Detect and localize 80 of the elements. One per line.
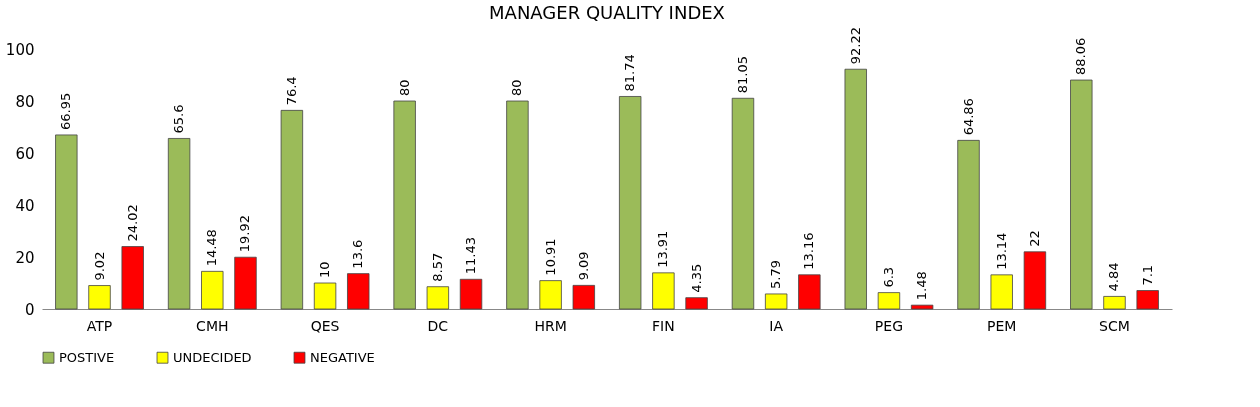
x-tick-label: DC	[427, 317, 449, 334]
bar	[506, 100, 529, 310]
bar	[910, 304, 934, 310]
data-label: 76.4	[283, 76, 299, 106]
chart-title: MANAGER QUALITY INDEX	[489, 2, 725, 24]
data-label: 4.35	[688, 263, 704, 293]
bar	[990, 274, 1013, 310]
data-label: 19.92	[237, 214, 253, 253]
bar	[167, 138, 191, 310]
bar	[685, 297, 708, 310]
data-label: 10	[317, 261, 333, 278]
legend-label: POSTIVE	[59, 349, 115, 365]
bar	[877, 292, 901, 310]
bar	[652, 272, 675, 310]
x-tick-label: PEG	[874, 317, 904, 334]
data-label: 13.6	[350, 239, 366, 269]
y-tick-label: 20	[15, 248, 35, 267]
data-label: 24.02	[124, 204, 140, 242]
data-label: 92.22	[847, 27, 863, 65]
bar	[347, 273, 370, 310]
data-label: 80	[396, 79, 412, 96]
data-label: 9.09	[575, 251, 591, 281]
bar	[234, 256, 257, 310]
data-label: 6.3	[880, 266, 896, 288]
bar	[539, 280, 562, 310]
legend-label: UNDECIDED	[173, 349, 252, 365]
x-tick-label: FIN	[652, 317, 675, 334]
y-tick-label: 40	[15, 196, 35, 215]
bar	[1103, 296, 1126, 310]
data-label: 8.57	[429, 252, 445, 282]
data-label: 80	[509, 79, 525, 96]
bar	[88, 285, 111, 310]
data-label: 81.74	[622, 54, 638, 92]
bar	[731, 97, 755, 310]
x-tick-label: PEM	[987, 317, 1017, 334]
x-tick-label: HRM	[534, 317, 567, 334]
bar	[313, 282, 337, 310]
data-label: 14.48	[204, 229, 220, 267]
data-label: 5.79	[768, 259, 784, 289]
x-tick-label: QES	[310, 317, 340, 334]
bar	[280, 109, 304, 310]
x-tick-label: IA	[769, 317, 784, 334]
y-tick-label: 80	[15, 92, 35, 111]
data-label: 64.86	[960, 98, 976, 136]
bar	[201, 270, 224, 310]
data-label: 4.84	[1106, 262, 1122, 292]
bar	[957, 139, 980, 310]
data-label: 11.43	[463, 237, 479, 275]
bar	[844, 68, 867, 310]
y-tick-label: 100	[5, 40, 35, 59]
y-tick-label: 0	[24, 300, 35, 319]
bar	[426, 286, 450, 310]
bar	[1023, 251, 1047, 310]
bar	[459, 278, 483, 310]
data-label: 22	[1026, 230, 1042, 247]
bar	[798, 274, 821, 310]
x-tick-label: SCM	[1099, 317, 1130, 334]
bar	[619, 96, 642, 310]
bar	[572, 284, 595, 310]
data-label: 7.1	[1139, 264, 1155, 286]
data-label: 88.06	[1073, 37, 1089, 76]
bar	[1070, 79, 1093, 310]
data-label: 1.48	[914, 271, 930, 301]
x-tick-label: ATP	[86, 317, 113, 334]
data-label: 9.02	[91, 251, 107, 281]
y-tick-label: 60	[15, 144, 35, 163]
bar	[393, 100, 416, 310]
data-label: 10.91	[542, 238, 558, 276]
data-label: 13.14	[993, 232, 1009, 270]
data-label: 65.6	[171, 104, 187, 134]
bar	[121, 246, 144, 310]
bar	[55, 134, 78, 310]
bar	[764, 293, 788, 310]
bar	[1136, 290, 1159, 310]
data-label: 81.05	[734, 56, 750, 94]
data-label: 66.95	[58, 92, 74, 130]
legend-label: NEGATIVE	[310, 349, 375, 365]
data-label: 13.91	[655, 230, 671, 268]
data-label: 13.16	[801, 232, 817, 270]
x-tick-label: CMH	[196, 317, 229, 334]
